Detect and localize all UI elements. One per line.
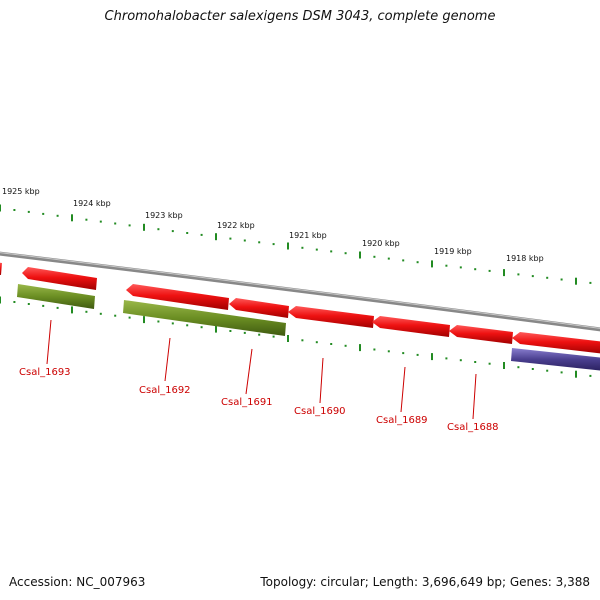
gene-label-csal-1691[interactable]: Csal_1691 — [221, 397, 273, 408]
inner-scale-ticks — [0, 296, 592, 378]
gene-bar-green-1[interactable] — [17, 284, 95, 309]
gene-label-csal-1693[interactable]: Csal_1693 — [19, 367, 71, 378]
gene-arrow-6[interactable] — [449, 325, 513, 344]
outer-scale-ticks — [0, 204, 592, 285]
genome-summary-text: Topology: circular; Length: 3,696,649 bp… — [260, 575, 590, 589]
leader-line-1691 — [245, 348, 253, 395]
map-title: Chromohalobacter salexigens DSM 3043, co… — [104, 9, 496, 24]
scale-label-1918: 1918 kbp — [506, 254, 544, 263]
gene-arrow-1[interactable] — [22, 267, 97, 290]
gene-label-csal-1692[interactable]: Csal_1692 — [139, 385, 191, 396]
scale-label-1919: 1919 kbp — [434, 247, 472, 256]
gene-leader-lines — [46, 319, 477, 420]
gene-arrow-left-edge[interactable] — [0, 262, 2, 275]
leader-line-1692 — [164, 337, 171, 382]
gene-label-csal-1690[interactable]: Csal_1690 — [294, 406, 346, 417]
gene-arrow-4[interactable] — [288, 306, 374, 328]
gene-bar-green-2[interactable] — [123, 300, 286, 336]
leader-line-1690 — [319, 357, 324, 404]
gene-arrow-2[interactable] — [126, 284, 229, 310]
scale-label-1921: 1921 kbp — [289, 231, 327, 240]
gene-label-csal-1688[interactable]: Csal_1688 — [447, 422, 499, 433]
forward-strand-genes — [0, 262, 600, 354]
gene-arrow-3[interactable] — [229, 298, 289, 318]
leader-line-1689 — [400, 366, 406, 413]
genome-backbone — [0, 251, 600, 332]
gene-label-csal-1689[interactable]: Csal_1689 — [376, 415, 428, 426]
gene-bar-blue-1[interactable] — [511, 348, 600, 371]
gene-arrow-5[interactable] — [372, 316, 450, 337]
scale-label-1920: 1920 kbp — [362, 239, 400, 248]
genome-backbone-highlight — [0, 252, 600, 329]
accession-text: Accession: NC_007963 — [9, 575, 146, 589]
scale-label-1924: 1924 kbp — [73, 199, 111, 208]
gene-arrow-7[interactable] — [512, 332, 600, 354]
leader-line-1693 — [46, 319, 52, 365]
scale-label-1922: 1922 kbp — [217, 221, 255, 230]
scale-label-1925: 1925 kbp — [2, 187, 40, 196]
leader-line-1688 — [472, 373, 477, 420]
scale-label-1923: 1923 kbp — [145, 211, 183, 220]
reverse-strand-genes — [17, 284, 600, 371]
